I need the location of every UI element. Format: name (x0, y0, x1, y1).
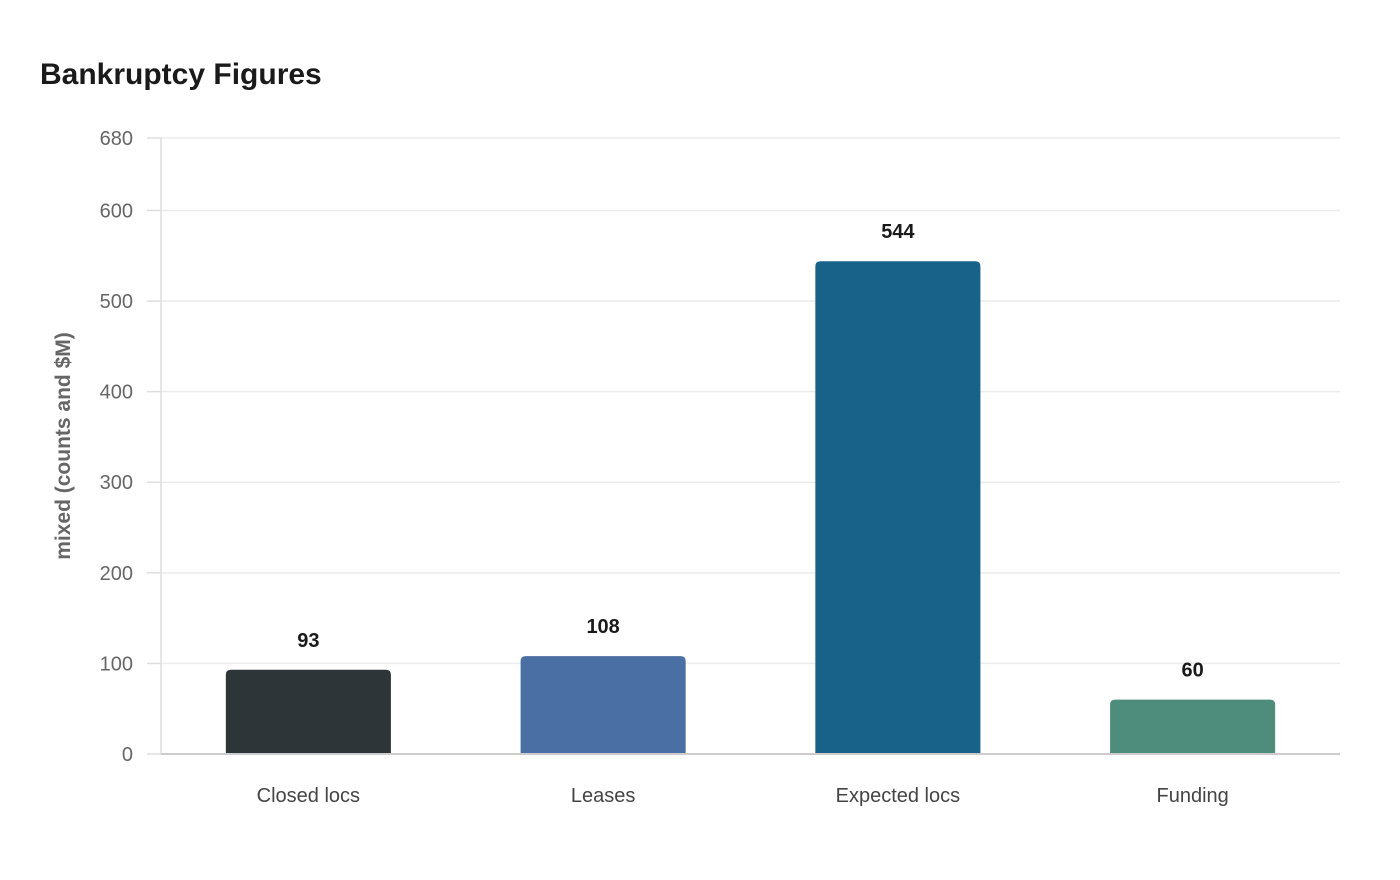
y-tick-label: 600 (100, 200, 133, 222)
chart-title: Bankruptcy Figures (40, 58, 322, 91)
x-tick-label: Expected locs (836, 785, 961, 807)
bar-funding (1110, 699, 1276, 754)
x-tick-label: Leases (571, 785, 636, 807)
gridlines (147, 137, 1340, 755)
x-tick-label: Closed locs (257, 785, 360, 807)
axes (160, 138, 1340, 755)
y-tick-label: 680 (100, 128, 133, 150)
x-tick-label: Funding (1156, 785, 1228, 807)
y-tick-label: 500 (100, 291, 133, 313)
data-label: 544 (881, 221, 915, 243)
y-tick-label: 400 (100, 382, 133, 404)
labels: 0 100 200 300 400 500 600 680 93 Closed locs 108 Le… (100, 128, 1229, 807)
data-label: 60 (1182, 660, 1204, 682)
y-tick-label: 200 (100, 563, 133, 585)
y-tick-label: 300 (100, 472, 133, 494)
data-label: 108 (586, 616, 619, 638)
y-tick-label: 0 (122, 744, 133, 766)
y-axis-title: mixed (counts and $M) (52, 332, 75, 560)
bar-closed-locs (225, 669, 391, 754)
bar-leases (520, 656, 686, 754)
y-tick-label: 100 (100, 653, 133, 675)
bars (225, 261, 1276, 754)
bar-expected-locs (815, 261, 981, 754)
data-label: 93 (297, 630, 319, 652)
